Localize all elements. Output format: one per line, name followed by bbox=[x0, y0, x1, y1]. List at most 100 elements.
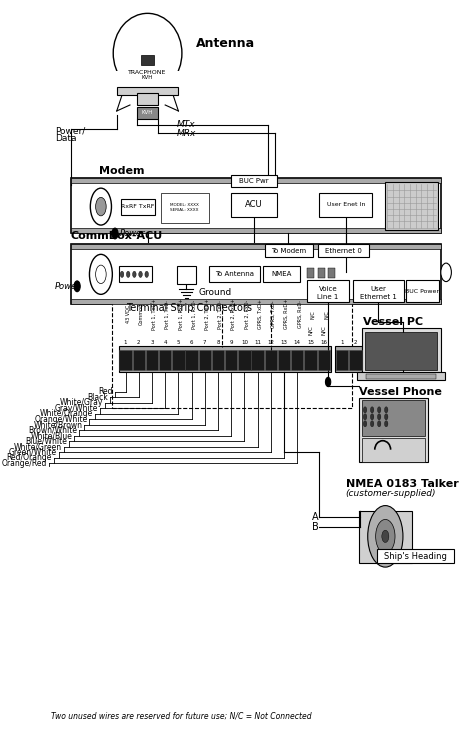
Text: NMEA 0183 Talker: NMEA 0183 Talker bbox=[346, 479, 458, 488]
Bar bbox=[199, 350, 211, 370]
Text: Port 1, TxD+: Port 1, TxD+ bbox=[152, 299, 157, 330]
Text: MTx: MTx bbox=[177, 121, 195, 130]
Text: Blue/White: Blue/White bbox=[26, 437, 67, 446]
Bar bbox=[307, 280, 349, 302]
Bar bbox=[304, 350, 317, 370]
Text: 2: 2 bbox=[137, 340, 140, 345]
Text: KVH: KVH bbox=[142, 75, 153, 80]
Ellipse shape bbox=[113, 13, 182, 93]
Circle shape bbox=[376, 520, 395, 553]
Text: CommBox-ACU: CommBox-ACU bbox=[71, 231, 163, 242]
Text: Vessel Phone: Vessel Phone bbox=[359, 387, 442, 397]
Bar bbox=[112, 300, 352, 408]
Bar bbox=[264, 350, 277, 370]
Text: 14: 14 bbox=[294, 340, 301, 345]
Text: To Modem: To Modem bbox=[271, 248, 306, 255]
Text: White/Brown: White/Brown bbox=[34, 420, 82, 429]
Bar bbox=[71, 228, 441, 233]
Bar bbox=[362, 438, 425, 462]
Text: GPRS, TxD+: GPRS, TxD+ bbox=[258, 299, 263, 329]
Text: Antenna: Antenna bbox=[196, 37, 255, 50]
Text: Ethernet 1: Ethernet 1 bbox=[360, 294, 397, 300]
Text: Port 1, RxD-: Port 1, RxD- bbox=[191, 299, 197, 329]
Text: 4: 4 bbox=[164, 340, 167, 345]
Circle shape bbox=[127, 272, 130, 277]
Circle shape bbox=[370, 414, 374, 420]
Text: KVH: KVH bbox=[142, 111, 153, 116]
Text: TRACPHONE: TRACPHONE bbox=[128, 70, 167, 75]
Text: Modem: Modem bbox=[99, 165, 145, 176]
Bar bbox=[71, 178, 441, 233]
Text: 5: 5 bbox=[177, 340, 180, 345]
Bar bbox=[376, 549, 454, 563]
Text: 13: 13 bbox=[281, 340, 288, 345]
Circle shape bbox=[133, 272, 136, 277]
Circle shape bbox=[382, 530, 389, 542]
Text: 2: 2 bbox=[354, 340, 357, 345]
Bar bbox=[359, 512, 412, 563]
Circle shape bbox=[370, 421, 374, 427]
Text: Terminal Strip Connectors: Terminal Strip Connectors bbox=[126, 303, 252, 313]
Bar bbox=[112, 71, 183, 93]
Text: Black: Black bbox=[87, 393, 108, 402]
Circle shape bbox=[326, 377, 331, 386]
Text: RxRF TxRF: RxRF TxRF bbox=[121, 204, 155, 209]
Circle shape bbox=[368, 506, 403, 567]
Text: MODEL: XXXX
SERIAL: XXXX: MODEL: XXXX SERIAL: XXXX bbox=[170, 203, 199, 212]
Text: Power/: Power/ bbox=[55, 127, 85, 135]
Bar bbox=[318, 269, 325, 278]
Bar bbox=[161, 193, 209, 223]
Bar bbox=[137, 93, 158, 105]
Bar bbox=[185, 350, 198, 370]
Text: GPRS, TxD-: GPRS, TxD- bbox=[271, 300, 276, 328]
Text: A: A bbox=[312, 512, 319, 523]
Bar bbox=[359, 398, 428, 462]
Circle shape bbox=[370, 407, 374, 413]
Text: MRx: MRx bbox=[177, 130, 196, 138]
Text: White/Gray: White/Gray bbox=[60, 398, 103, 408]
Bar bbox=[172, 350, 184, 370]
Text: Common: Common bbox=[139, 303, 144, 325]
Text: BUC Power: BUC Power bbox=[405, 289, 439, 294]
Circle shape bbox=[74, 281, 80, 291]
Circle shape bbox=[363, 414, 367, 420]
Text: Line 1: Line 1 bbox=[318, 294, 339, 300]
Text: 15: 15 bbox=[307, 340, 314, 345]
Circle shape bbox=[384, 421, 388, 427]
Text: Red/Orange: Red/Orange bbox=[7, 453, 52, 462]
Bar bbox=[71, 178, 441, 183]
Text: User: User bbox=[370, 286, 386, 292]
Text: N/C: N/C bbox=[321, 325, 326, 335]
Text: Orange/White: Orange/White bbox=[35, 415, 88, 424]
Bar bbox=[177, 266, 196, 284]
Text: Voice: Voice bbox=[319, 286, 337, 292]
Bar bbox=[231, 175, 277, 187]
Text: Port 1, TxD-: Port 1, TxD- bbox=[165, 300, 170, 329]
Text: Ethernet 0: Ethernet 0 bbox=[325, 248, 362, 255]
Text: GPRS, RxD-: GPRS, RxD- bbox=[297, 300, 302, 328]
Bar bbox=[278, 350, 290, 370]
Circle shape bbox=[384, 407, 388, 413]
Bar bbox=[366, 374, 437, 379]
Circle shape bbox=[90, 254, 112, 294]
Bar bbox=[362, 400, 425, 436]
Text: Port 2, TxD-: Port 2, TxD- bbox=[218, 300, 223, 329]
Bar bbox=[141, 55, 154, 65]
Text: Brown/White: Brown/White bbox=[28, 426, 77, 435]
Text: 8: 8 bbox=[216, 340, 220, 345]
Bar bbox=[263, 266, 300, 283]
Bar bbox=[118, 346, 331, 372]
Bar bbox=[231, 193, 277, 217]
Text: 10: 10 bbox=[241, 340, 248, 345]
Text: 11: 11 bbox=[254, 340, 261, 345]
Text: User Enet In: User Enet In bbox=[327, 202, 365, 207]
Text: Port 1, RxD+: Port 1, RxD+ bbox=[178, 299, 183, 330]
Text: ACU: ACU bbox=[246, 200, 263, 209]
Text: 43 VDC: 43 VDC bbox=[126, 305, 130, 324]
Bar bbox=[336, 350, 348, 370]
Text: Power: Power bbox=[55, 282, 81, 291]
Bar bbox=[71, 299, 441, 305]
Bar bbox=[133, 350, 145, 370]
Text: White/Green: White/Green bbox=[14, 442, 62, 451]
Bar bbox=[349, 350, 362, 370]
